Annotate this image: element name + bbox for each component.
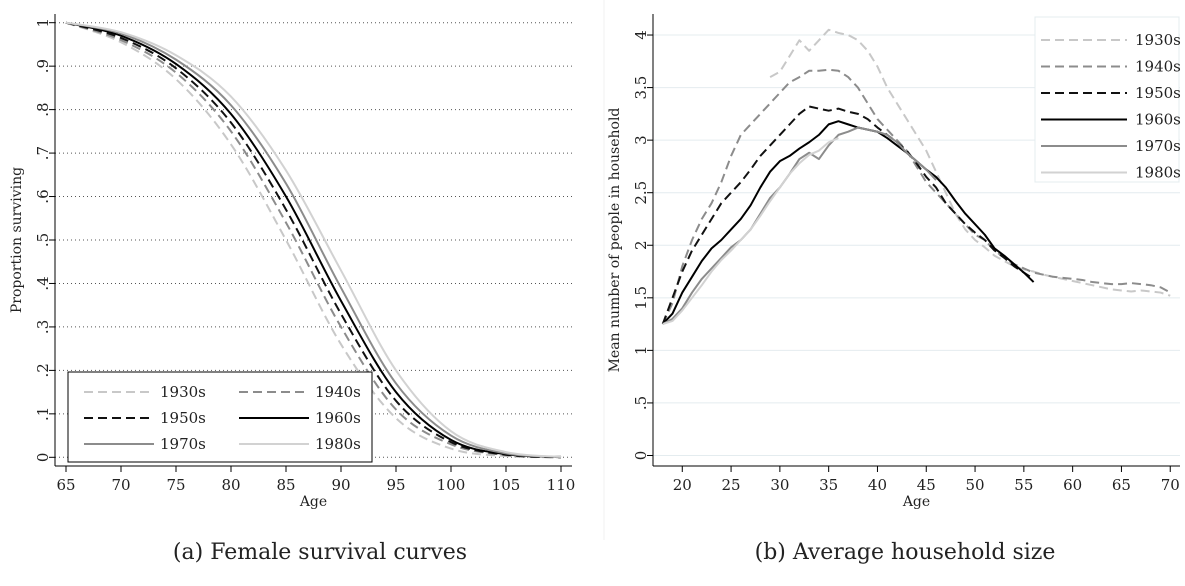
y-tick-label: 0 bbox=[34, 453, 52, 463]
series-line-1980s bbox=[662, 137, 839, 326]
x-tick-label: 100 bbox=[437, 476, 466, 494]
legend-label: 1940s bbox=[315, 383, 361, 401]
legend-label: 1960s bbox=[315, 409, 361, 427]
legend-label: 1970s bbox=[160, 435, 206, 453]
x-tick-label: 75 bbox=[166, 476, 185, 494]
chart-household: 0 .5 1 1.5 2 2.5 3 3.5 4 20 25 30 35 40 45 50 55 60 65 70 Ag… bbox=[607, 14, 1181, 510]
legend-label: 1930s bbox=[160, 383, 206, 401]
series-line-1960s bbox=[662, 120, 1035, 325]
legend-label: 1950s bbox=[1135, 84, 1181, 102]
legend-label: 1950s bbox=[160, 409, 206, 427]
legend-label: 1940s bbox=[1135, 58, 1181, 76]
y-tick-label: .6 bbox=[34, 189, 52, 203]
y-axis-title: Proportion surviving bbox=[9, 167, 25, 313]
series-line-1960s bbox=[65, 21, 562, 458]
legend-label: 1980s bbox=[1135, 164, 1181, 182]
series-line-1930s bbox=[65, 21, 562, 459]
y-tick-label: 0 bbox=[632, 451, 650, 461]
y-tick-label: .2 bbox=[34, 363, 52, 377]
y-tick-label: .5 bbox=[34, 233, 52, 247]
x-tick-label: 80 bbox=[221, 476, 240, 494]
series-line-1980s bbox=[65, 21, 562, 458]
x-tick-label: 110 bbox=[547, 476, 576, 494]
y-tick-label: .7 bbox=[34, 146, 52, 160]
x-tick-label: 60 bbox=[1063, 476, 1082, 494]
legend: 1930s 1940s 1950s 1960s 1970s 1980s bbox=[1034, 16, 1181, 183]
legend-box bbox=[1034, 16, 1180, 183]
x-tick-label: 85 bbox=[276, 476, 295, 494]
y-tick-label: 2.5 bbox=[632, 181, 650, 205]
caption-b: (b) Average household size bbox=[754, 540, 1056, 565]
x-tick-label: 70 bbox=[111, 476, 130, 494]
caption-a: (a) Female survival curves bbox=[172, 540, 468, 565]
x-tick-label: 50 bbox=[966, 476, 985, 494]
y-tick-label: 1 bbox=[632, 346, 650, 356]
y-axis-title: Mean number of people in household bbox=[607, 108, 623, 373]
y-tick-label: .4 bbox=[34, 276, 52, 290]
series-line-1970s bbox=[65, 21, 562, 458]
y-tick-label: .5 bbox=[632, 396, 650, 410]
legend: 1930s 1940s 1950s 1960s 1970s 1980s bbox=[67, 371, 373, 463]
y-tick-label: .1 bbox=[34, 407, 52, 421]
legend-label: 1960s bbox=[1135, 111, 1181, 129]
y-tick-label: .8 bbox=[34, 102, 52, 116]
y-tick-label: .3 bbox=[34, 320, 52, 334]
series-line-1940s bbox=[661, 68, 1171, 325]
x-tick-label: 25 bbox=[722, 476, 741, 494]
x-tick-label: 65 bbox=[56, 476, 75, 494]
x-tick-label: 70 bbox=[1161, 476, 1180, 494]
x-tick-label: 30 bbox=[770, 476, 789, 494]
chart-survival: 0 .1 .2 .3 .4 .5 .6 .7 .8 .9 1 65 70 75 80 85 90 95 100 105… bbox=[9, 14, 575, 510]
y-tick-label: 3 bbox=[632, 135, 650, 145]
legend-label: 1980s bbox=[315, 435, 361, 453]
y-tick-label: 4 bbox=[632, 30, 650, 40]
legend-label: 1970s bbox=[1135, 137, 1181, 155]
x-tick-label: 65 bbox=[1112, 476, 1131, 494]
x-tick-label: 105 bbox=[492, 476, 521, 494]
x-tick-label: 40 bbox=[868, 476, 887, 494]
y-tick-label: 2 bbox=[632, 240, 650, 250]
x-tick-label: 55 bbox=[1014, 476, 1033, 494]
series-line-1970s bbox=[662, 126, 937, 325]
series-line-1940s bbox=[65, 21, 562, 459]
x-tick-label: 35 bbox=[819, 476, 838, 494]
x-tick-label: 90 bbox=[331, 476, 350, 494]
x-axis-title: Age bbox=[299, 494, 327, 510]
x-axis-title: Age bbox=[902, 494, 930, 510]
x-tick-label: 20 bbox=[673, 476, 692, 494]
x-tick-label: 45 bbox=[917, 476, 936, 494]
series-line-1930s bbox=[769, 28, 1171, 297]
y-tick-label: 1.5 bbox=[632, 286, 650, 310]
series-line-1950s bbox=[65, 21, 562, 459]
y-tick-label: 1 bbox=[34, 18, 52, 28]
y-tick-label: .9 bbox=[34, 59, 52, 73]
y-tick-label: 3.5 bbox=[632, 76, 650, 100]
legend-label: 1930s bbox=[1135, 31, 1181, 49]
series-line-1950s bbox=[661, 105, 1035, 325]
x-tick-label: 95 bbox=[386, 476, 405, 494]
